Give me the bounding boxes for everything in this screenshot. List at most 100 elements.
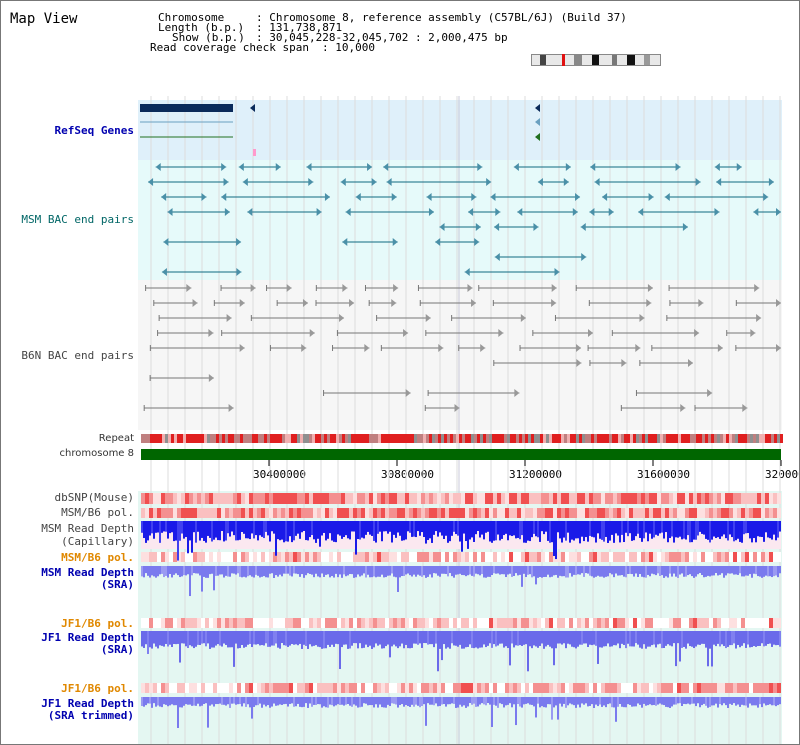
track-label-msm-b6-pol-1[interactable]: MSM/B6 pol. bbox=[61, 506, 134, 519]
bac-end bbox=[551, 299, 557, 307]
depth-bar bbox=[565, 697, 567, 708]
heat-cell bbox=[669, 618, 673, 628]
repeat-segment bbox=[459, 434, 462, 443]
depth-bar bbox=[747, 697, 749, 708]
heat-cell bbox=[309, 493, 313, 504]
depth-bar bbox=[501, 566, 503, 575]
track-label-msm-bac[interactable]: MSM BAC end pairs bbox=[21, 213, 134, 226]
repeat-segment bbox=[657, 434, 660, 443]
depth-bar bbox=[711, 631, 713, 667]
depth-bar bbox=[253, 521, 255, 539]
depth-bar bbox=[329, 631, 331, 647]
bac-end bbox=[621, 359, 627, 367]
depth-bar bbox=[609, 697, 611, 704]
depth-bar bbox=[651, 697, 653, 706]
track-label-msm-read-depth-sra-1[interactable]: MSM Read Depth bbox=[41, 566, 134, 579]
depth-bar bbox=[243, 697, 245, 704]
track-label-b6n-bac[interactable]: B6N BAC end pairs bbox=[21, 349, 134, 362]
heat-cell bbox=[181, 552, 185, 562]
depth-bar bbox=[261, 521, 263, 537]
repeat-segment bbox=[351, 434, 354, 443]
depth-bar bbox=[671, 697, 673, 707]
heat-cell bbox=[505, 493, 509, 504]
repeat-segment bbox=[543, 434, 546, 443]
depth-bar bbox=[511, 521, 513, 537]
heat-cell bbox=[509, 683, 513, 693]
repeat-segment bbox=[672, 434, 675, 443]
depth-bar bbox=[395, 566, 397, 578]
repeat-segment bbox=[252, 434, 255, 443]
heat-cell bbox=[657, 493, 661, 504]
heat-cell bbox=[709, 683, 713, 693]
heat-cell bbox=[529, 552, 533, 562]
track-label-jf1-read-depth-trim-1[interactable]: JF1 Read Depth bbox=[41, 697, 134, 710]
repeat-segment bbox=[630, 434, 633, 443]
heat-cell bbox=[349, 618, 353, 628]
heat-cell bbox=[161, 493, 165, 504]
heat-cell bbox=[673, 493, 677, 504]
bac-end bbox=[221, 163, 227, 171]
bac-end bbox=[302, 299, 308, 307]
depth-bar bbox=[585, 521, 587, 538]
repeat-segment bbox=[363, 434, 366, 443]
track-label-msm-read-depth-cap-1[interactable]: MSM Read Depth bbox=[41, 522, 134, 535]
depth-bar bbox=[211, 521, 213, 542]
depth-bar bbox=[267, 566, 269, 578]
depth-bar bbox=[285, 631, 287, 646]
heat-cell bbox=[545, 683, 549, 693]
depth-bar bbox=[625, 697, 627, 708]
chromosome-ideogram[interactable] bbox=[531, 54, 661, 66]
track-label-refseq[interactable]: RefSeq Genes bbox=[54, 124, 134, 137]
depth-bar bbox=[549, 697, 551, 705]
track-label-dbsnp[interactable]: dbSNP(Mouse) bbox=[54, 491, 134, 504]
repeat-segment bbox=[297, 434, 300, 443]
bac-end bbox=[239, 344, 245, 352]
repeat-segment bbox=[249, 434, 252, 443]
heat-cell bbox=[713, 493, 717, 504]
depth-bar bbox=[269, 521, 271, 542]
heat-cell bbox=[313, 508, 317, 518]
heat-cell bbox=[417, 618, 421, 628]
depth-bar bbox=[585, 631, 587, 644]
depth-bar bbox=[723, 521, 725, 535]
heat-cell bbox=[485, 683, 489, 693]
depth-bar bbox=[143, 697, 145, 707]
heat-cell bbox=[477, 683, 481, 693]
depth-bar bbox=[715, 521, 717, 539]
track-label-jf1-b6-pol-2[interactable]: JF1/B6 pol. bbox=[61, 682, 134, 695]
repeat-segment bbox=[411, 434, 414, 443]
depth-bar bbox=[361, 521, 363, 538]
depth-bar bbox=[275, 521, 277, 556]
heat-cell bbox=[285, 493, 289, 504]
heat-cell bbox=[657, 552, 661, 562]
depth-bar bbox=[499, 521, 501, 541]
repeat-segment bbox=[552, 434, 555, 443]
bac-end bbox=[355, 193, 361, 201]
depth-bar bbox=[535, 566, 537, 585]
heat-cell bbox=[217, 618, 221, 628]
depth-bar bbox=[339, 566, 341, 575]
heat-cell bbox=[245, 508, 249, 518]
depth-bar bbox=[595, 566, 597, 577]
track-label-msm-b6-pol-2[interactable]: MSM/B6 pol. bbox=[61, 551, 134, 564]
depth-bar bbox=[381, 521, 383, 542]
repeat-segment bbox=[150, 434, 153, 443]
heat-cell bbox=[261, 552, 265, 562]
depth-bar bbox=[763, 697, 765, 704]
depth-bar bbox=[539, 631, 541, 646]
heat-cell bbox=[357, 552, 361, 562]
heat-cell bbox=[721, 683, 725, 693]
depth-bar bbox=[469, 631, 471, 645]
heat-cell bbox=[521, 683, 525, 693]
depth-bar bbox=[333, 566, 335, 578]
depth-bar bbox=[187, 521, 189, 554]
track-label-jf1-b6-pol-1[interactable]: JF1/B6 pol. bbox=[61, 617, 134, 630]
depth-bar bbox=[421, 566, 423, 577]
depth-bar bbox=[213, 566, 215, 591]
depth-bar bbox=[425, 566, 427, 578]
track-label-jf1-read-depth-sra-1[interactable]: JF1 Read Depth bbox=[41, 631, 134, 644]
repeat-segment bbox=[300, 434, 303, 443]
depth-bar bbox=[525, 566, 527, 578]
repeat-segment bbox=[333, 434, 336, 443]
